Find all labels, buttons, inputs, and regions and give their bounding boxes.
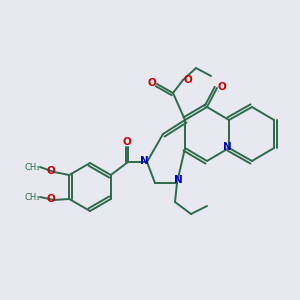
- Text: O: O: [184, 75, 192, 85]
- Text: N: N: [223, 142, 231, 152]
- Text: N: N: [140, 156, 148, 166]
- Text: CH₃: CH₃: [24, 193, 40, 202]
- Text: N: N: [174, 175, 182, 185]
- Text: O: O: [148, 78, 156, 88]
- Text: O: O: [123, 137, 131, 147]
- Text: O: O: [46, 194, 56, 204]
- Text: O: O: [46, 166, 56, 176]
- Text: CH₃: CH₃: [24, 163, 40, 172]
- Text: O: O: [218, 82, 226, 92]
